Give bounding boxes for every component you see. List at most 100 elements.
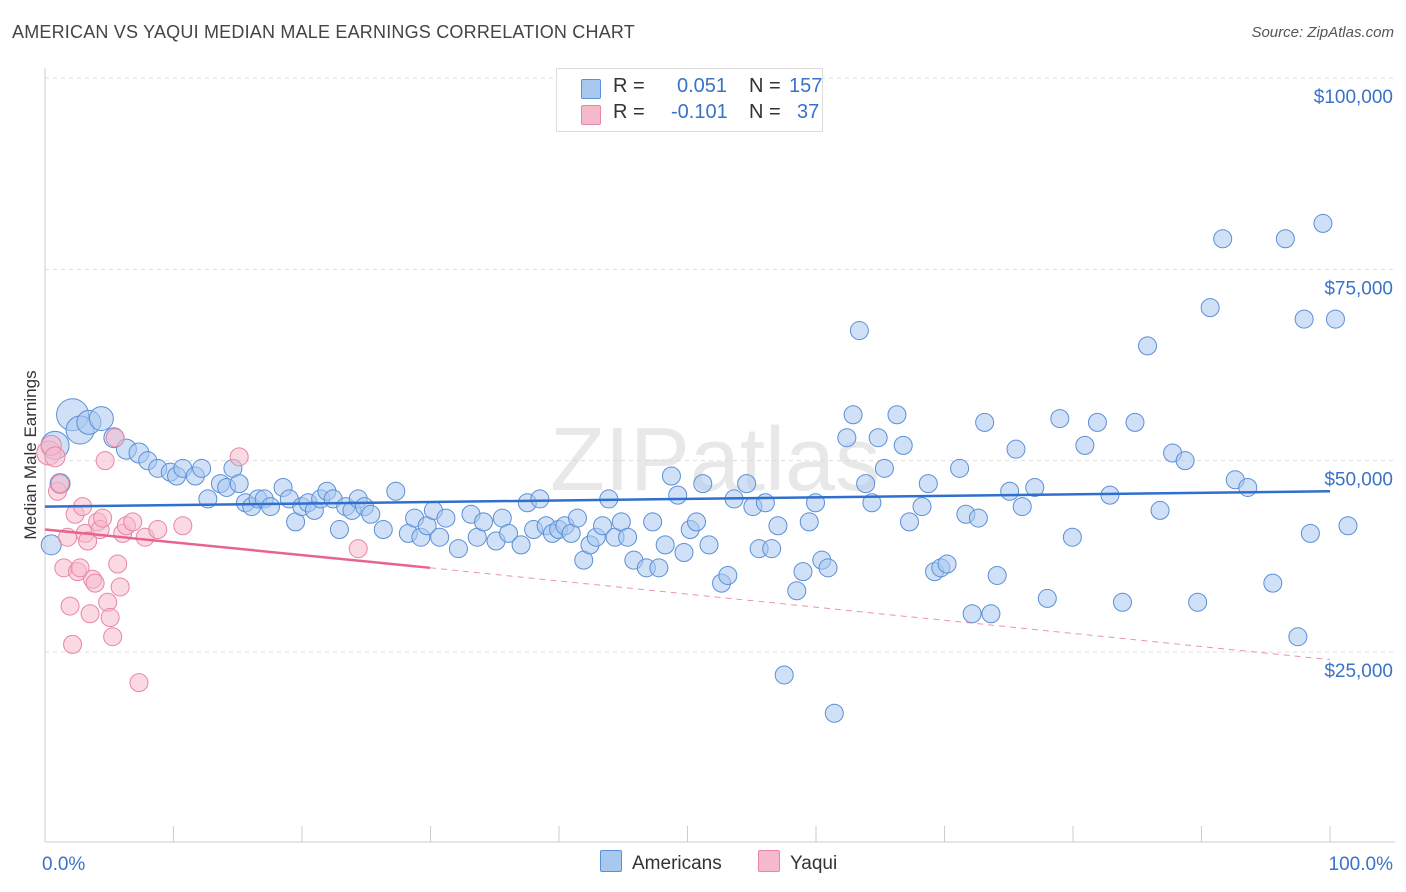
yaqui-point bbox=[148, 520, 168, 540]
american-point bbox=[737, 474, 757, 494]
american-point bbox=[856, 474, 876, 494]
american-point bbox=[950, 458, 970, 478]
american-point bbox=[699, 535, 719, 555]
y-tick-label: $100,000 bbox=[1314, 87, 1393, 108]
american-point bbox=[618, 527, 638, 547]
american-point bbox=[1294, 309, 1314, 329]
yaqui-point bbox=[229, 447, 249, 467]
american-point bbox=[649, 558, 669, 578]
bottom-legend-label-americans: Americans bbox=[632, 853, 722, 874]
american-point bbox=[1006, 439, 1026, 459]
american-point bbox=[874, 458, 894, 478]
yaqui-point bbox=[100, 608, 120, 628]
american-point bbox=[799, 512, 819, 532]
american-point bbox=[1150, 500, 1170, 520]
american-point bbox=[499, 523, 519, 543]
legend-r-value: -0.101 bbox=[671, 101, 728, 123]
bottom-legend-yaqui: Yaqui bbox=[758, 850, 837, 875]
legend-swatch-americans bbox=[581, 79, 601, 99]
american-point bbox=[1012, 497, 1032, 517]
yaqui-point bbox=[93, 508, 113, 528]
trend-lines bbox=[44, 490, 1331, 661]
american-point bbox=[40, 534, 62, 556]
american-point bbox=[1338, 516, 1358, 536]
american-point bbox=[1000, 481, 1020, 501]
legend-n-label: N = bbox=[749, 101, 781, 123]
american-point bbox=[1025, 477, 1045, 497]
yaqui-point bbox=[85, 573, 105, 593]
watermark: ZIPatlas bbox=[550, 410, 880, 510]
american-point bbox=[1050, 409, 1070, 429]
american-point bbox=[824, 703, 844, 723]
american-point bbox=[1037, 588, 1057, 608]
american-point bbox=[987, 565, 1007, 585]
american-point bbox=[918, 474, 938, 494]
yaqui-point bbox=[63, 634, 83, 654]
american-point bbox=[1062, 527, 1082, 547]
legend-r-label: R = bbox=[613, 101, 645, 123]
american-point bbox=[1238, 477, 1258, 497]
american-point bbox=[1313, 213, 1333, 233]
american-point bbox=[1200, 298, 1220, 318]
yaqui-point bbox=[44, 446, 66, 468]
american-point bbox=[373, 520, 393, 540]
american-point bbox=[1112, 592, 1132, 612]
american-point bbox=[837, 428, 857, 448]
american-point bbox=[755, 493, 775, 513]
american-point bbox=[1138, 336, 1158, 356]
american-point bbox=[1213, 229, 1233, 249]
american-point bbox=[887, 405, 907, 425]
yaqui-trend-line bbox=[44, 528, 431, 570]
x-tick-label: 100.0% bbox=[1329, 854, 1394, 875]
x-tick-labels: 0.0% 100.0% bbox=[42, 854, 1393, 875]
americans-trend-line bbox=[44, 490, 1331, 508]
american-point bbox=[361, 504, 381, 524]
gridlines bbox=[45, 77, 1395, 653]
american-point bbox=[329, 520, 349, 540]
yaqui-point bbox=[123, 512, 143, 532]
x-tick-label: 0.0% bbox=[42, 854, 85, 875]
american-point bbox=[868, 428, 888, 448]
american-point bbox=[693, 474, 713, 494]
legend-swatch-yaqui bbox=[581, 105, 601, 125]
american-point bbox=[474, 512, 494, 532]
y-axis-label: Median Male Earnings bbox=[21, 370, 40, 539]
american-point bbox=[975, 412, 995, 432]
american-point bbox=[1275, 229, 1295, 249]
american-point bbox=[1325, 309, 1345, 329]
yaqui-point bbox=[129, 673, 149, 693]
american-point bbox=[1175, 451, 1195, 471]
american-point bbox=[88, 406, 114, 432]
yaqui-point bbox=[80, 604, 100, 624]
american-point bbox=[968, 508, 988, 528]
yaqui-point bbox=[173, 516, 193, 536]
bottom-legend-swatch-americans bbox=[600, 850, 622, 872]
yaqui-point bbox=[70, 558, 90, 578]
american-point bbox=[436, 508, 456, 528]
american-point bbox=[674, 543, 694, 563]
yaqui-point bbox=[108, 554, 128, 574]
american-point bbox=[448, 539, 468, 559]
yaqui-point bbox=[50, 474, 70, 494]
american-point bbox=[655, 535, 675, 555]
yaqui-point bbox=[78, 531, 98, 551]
stats-legend: R = 0.051 N = 157 R = -0.101 N = 37 bbox=[556, 68, 823, 132]
american-point bbox=[818, 558, 838, 578]
american-point bbox=[686, 512, 706, 532]
american-point bbox=[261, 497, 281, 517]
y-tick-label: $75,000 bbox=[1324, 278, 1393, 299]
american-point bbox=[643, 512, 663, 532]
american-point bbox=[793, 562, 813, 582]
american-point bbox=[899, 512, 919, 532]
legend-r-value: 0.051 bbox=[677, 75, 728, 97]
yaqui-point bbox=[348, 539, 368, 559]
american-point bbox=[430, 527, 450, 547]
yaqui-trend-extension bbox=[429, 567, 1331, 661]
american-point bbox=[593, 516, 613, 536]
american-point bbox=[1188, 592, 1208, 612]
legend-r-label: R = bbox=[613, 75, 645, 97]
american-point bbox=[1288, 627, 1308, 647]
yaqui-point bbox=[110, 577, 130, 597]
american-point bbox=[668, 485, 688, 505]
